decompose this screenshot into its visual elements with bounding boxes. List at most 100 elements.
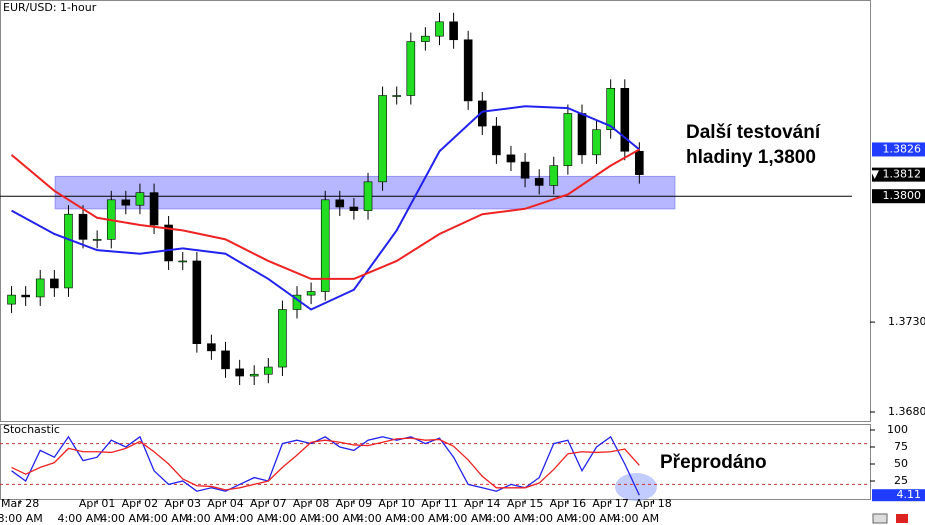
x-tick-label: Apr 15 bbox=[507, 497, 544, 510]
price-marker bbox=[872, 142, 925, 157]
candle-body bbox=[50, 278, 59, 289]
candle-body bbox=[35, 278, 45, 298]
icon[interactable] bbox=[872, 513, 888, 524]
candle-body bbox=[492, 125, 501, 156]
x-tick-label: Apr 01 bbox=[79, 497, 116, 510]
candle-body bbox=[378, 95, 387, 183]
moving-average bbox=[11, 105, 640, 311]
current-marker bbox=[872, 489, 925, 502]
x-tick-label: Apr 09 bbox=[336, 497, 373, 510]
candle-body bbox=[78, 213, 88, 240]
stoch-frame bbox=[0, 424, 871, 500]
candle-body bbox=[363, 181, 373, 211]
candle-body bbox=[335, 199, 345, 208]
candle-body bbox=[549, 165, 559, 186]
candle-body bbox=[592, 129, 601, 156]
candle-body bbox=[506, 154, 516, 163]
candle-body bbox=[435, 21, 444, 37]
x-tick-sublabel: 8:00 AM bbox=[0, 512, 43, 525]
annotation: hladiny 1,3800 bbox=[686, 147, 816, 168]
y-tick-label: 25 bbox=[894, 474, 908, 487]
x-tick-label: Mar 28 bbox=[1, 497, 39, 510]
x-tick-label: Apr 16 bbox=[550, 497, 587, 510]
x-tick-sublabel: 4:00 AM bbox=[314, 512, 359, 525]
x-tick-label: Apr 07 bbox=[250, 497, 287, 510]
candle-body bbox=[463, 39, 473, 102]
price-marker bbox=[872, 189, 925, 204]
candle-body bbox=[178, 260, 188, 263]
candle-body bbox=[421, 35, 430, 42]
candle-body bbox=[577, 113, 587, 156]
panel-title: Stochastic bbox=[3, 423, 60, 436]
candle-body bbox=[235, 368, 244, 377]
candle-body bbox=[520, 161, 530, 179]
y-tick-label: 1.3730 bbox=[888, 315, 925, 328]
candle-body bbox=[620, 88, 630, 152]
y-tick-label: 75 bbox=[894, 440, 908, 453]
candle-body bbox=[278, 309, 287, 368]
x-tick-label: Apr 10 bbox=[378, 497, 415, 510]
title-bg bbox=[1, 1, 87, 14]
x-tick-sublabel: 4:00 AM bbox=[614, 512, 659, 525]
price-marker bbox=[872, 167, 925, 182]
x-tick-label: Apr 04 bbox=[207, 497, 244, 510]
icon[interactable] bbox=[896, 514, 908, 523]
x-tick-label: Apr 17 bbox=[592, 497, 629, 510]
annotation: Přeprodáno bbox=[660, 452, 767, 473]
candle-body bbox=[7, 294, 16, 305]
x-tick-label: Apr 03 bbox=[164, 497, 201, 510]
candle-body bbox=[21, 294, 30, 298]
candle-body bbox=[406, 41, 416, 96]
moving-average bbox=[10, 148, 640, 280]
candle-body bbox=[534, 177, 544, 186]
x-tick-sublabel: 4:00 AM bbox=[528, 512, 573, 525]
y-tick-label: 50 bbox=[894, 457, 908, 470]
candle-body bbox=[306, 291, 316, 296]
price-marker-label: 1.3826 bbox=[883, 142, 922, 155]
x-tick-sublabel: 4:00 AM bbox=[186, 512, 231, 525]
candle-body bbox=[207, 343, 216, 352]
candle-body bbox=[149, 192, 159, 226]
price-frame bbox=[0, 0, 871, 422]
x-tick-sublabel: 4:00 AM bbox=[400, 512, 445, 525]
x-tick-sublabel: 4:00 AM bbox=[443, 512, 488, 525]
candle-body bbox=[349, 206, 359, 211]
y-tick-label: 100 bbox=[887, 423, 908, 436]
price-marker-label: ▼ 1.3812 bbox=[871, 168, 921, 181]
candle-body bbox=[477, 100, 487, 127]
candle-body bbox=[221, 350, 230, 370]
candle-body bbox=[121, 199, 131, 206]
chart-title: EUR/USD: 1-hour bbox=[3, 1, 97, 14]
candle-body bbox=[135, 192, 145, 206]
x-tick-sublabel: 4:00 AM bbox=[357, 512, 402, 525]
x-tick-sublabel: 4:00 AM bbox=[143, 512, 188, 525]
x-tick-label: Apr 02 bbox=[122, 497, 159, 510]
stoch-line bbox=[11, 437, 640, 491]
y-tick-label: 1.3680 bbox=[888, 405, 925, 418]
candle-body bbox=[606, 88, 615, 130]
x-tick-sublabel: 4:00 AM bbox=[571, 512, 616, 525]
x-tick-label: Apr 14 bbox=[464, 497, 501, 510]
candle-body bbox=[392, 95, 401, 97]
price-marker-label: 1.3800 bbox=[883, 189, 922, 202]
x-tick-sublabel: 4:00 AM bbox=[100, 512, 145, 525]
candle-body bbox=[64, 213, 73, 289]
candle-body bbox=[249, 373, 259, 377]
x-tick-sublabel: 4:00 AM bbox=[229, 512, 274, 525]
candle-body bbox=[635, 150, 644, 175]
candle-body bbox=[449, 21, 458, 41]
candle-body bbox=[320, 199, 330, 292]
x-tick-label: Apr 08 bbox=[293, 497, 330, 510]
x-tick-label: Apr 11 bbox=[421, 497, 458, 510]
candle-body bbox=[92, 239, 102, 241]
x-tick-sublabel: 4:00 AM bbox=[272, 512, 317, 525]
candle-body bbox=[192, 260, 202, 344]
x-tick-sublabel: 4:00 AM bbox=[58, 512, 103, 525]
candle-body bbox=[264, 366, 273, 375]
x-tick-label: Apr 18 bbox=[635, 497, 672, 510]
annotation: Další testování bbox=[686, 122, 821, 143]
current-label: 4.11 bbox=[897, 488, 922, 501]
stoch-line bbox=[11, 435, 640, 496]
